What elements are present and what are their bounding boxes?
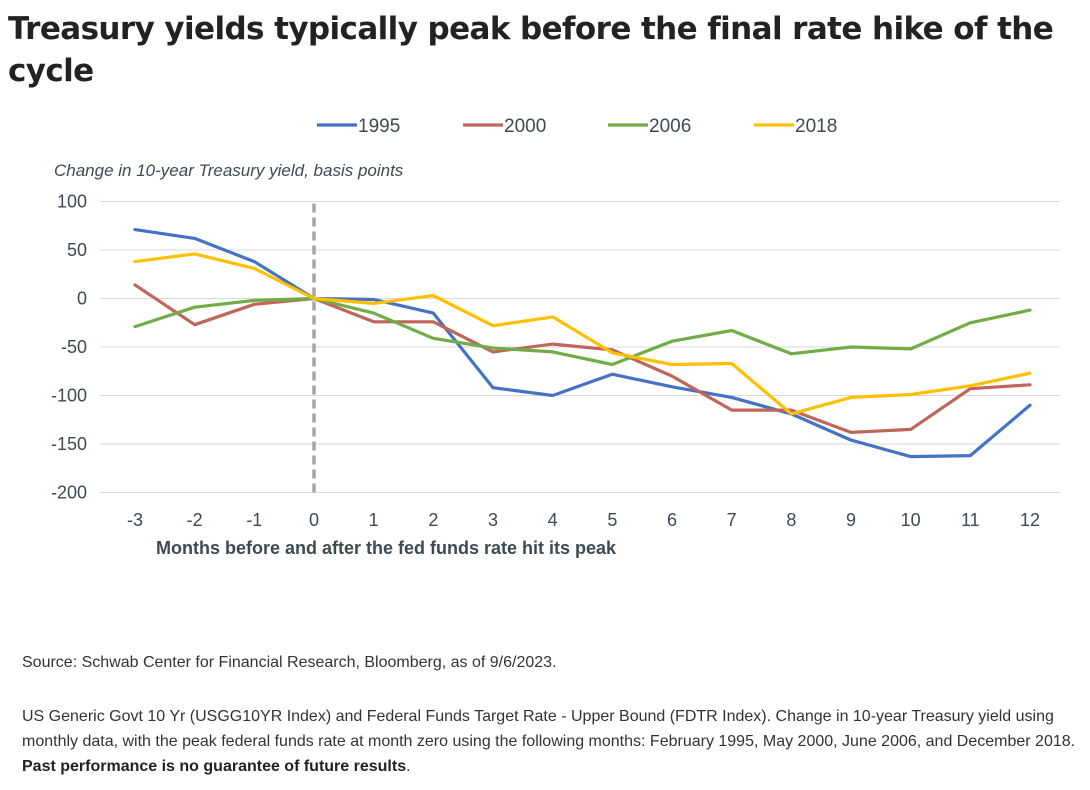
source-note: Source: Schwab Center for Financial Rese…: [22, 654, 557, 671]
footnote-end: .: [406, 758, 411, 775]
series-line-1995: [133, 228, 1032, 459]
x-tick-label: 2: [428, 510, 438, 530]
chart-title: Treasury yields typically peak before th…: [8, 11, 1054, 89]
x-tick-label: 1: [369, 510, 379, 530]
x-tick-label: 9: [846, 510, 856, 530]
x-tick-label: 0: [309, 510, 319, 530]
x-tick-label: -2: [187, 510, 203, 530]
x-tick-label: -3: [127, 510, 143, 530]
x-tick-label: 10: [901, 510, 921, 530]
y-tick-label: -200: [51, 483, 87, 503]
series-lines: [133, 228, 1032, 459]
x-tick-label: 7: [727, 510, 737, 530]
series-line-2000: [133, 283, 1032, 434]
y-tick-label: -50: [61, 337, 87, 357]
legend-label-1995: 1995: [358, 116, 400, 137]
x-tick-label: 4: [548, 510, 558, 530]
x-tick-label: 12: [1020, 510, 1040, 530]
x-tick-label: 11: [961, 510, 980, 530]
x-tick-label: 6: [667, 510, 677, 530]
legend-label-2006: 2006: [649, 116, 691, 137]
x-tick-label: 3: [488, 510, 498, 530]
disclaimer: Past performance is no guarantee of futu…: [22, 758, 407, 775]
footnote: US Generic Govt 10 Yr (USGG10YR Index) a…: [22, 704, 1080, 779]
legend-label-2018: 2018: [795, 116, 837, 137]
y-tick-label: 0: [77, 289, 87, 309]
y-tick-label: 50: [67, 240, 87, 260]
y-axis-ticks: 100 50 0 -50 -100 -150 -200: [51, 192, 87, 503]
y-tick-label: 100: [57, 192, 87, 212]
series-line-2006: [133, 296, 1032, 367]
line-chart: 1995 2000 2006 2018 Change in 10-year Treas…: [51, 116, 1060, 558]
x-axis-title: Months before and after the fed funds ra…: [156, 538, 617, 558]
x-axis-ticks: -3 -2 -1 0 1 2 3 4 5 6 7 8 9 10 11 12: [127, 510, 1040, 530]
footnote-text: US Generic Govt 10 Yr (USGG10YR Index) a…: [22, 708, 1076, 750]
y-tick-label: -150: [51, 434, 87, 454]
x-tick-label: 5: [607, 510, 617, 530]
legend-label-2000: 2000: [504, 116, 546, 137]
series-line-2018: [133, 252, 1032, 416]
x-tick-label: -1: [246, 510, 262, 530]
y-tick-label: -100: [51, 386, 87, 406]
x-tick-label: 8: [786, 510, 796, 530]
y-axis-title: Change in 10-year Treasury yield, basis …: [54, 161, 404, 180]
chart-legend: 1995 2000 2006 2018: [317, 116, 837, 137]
